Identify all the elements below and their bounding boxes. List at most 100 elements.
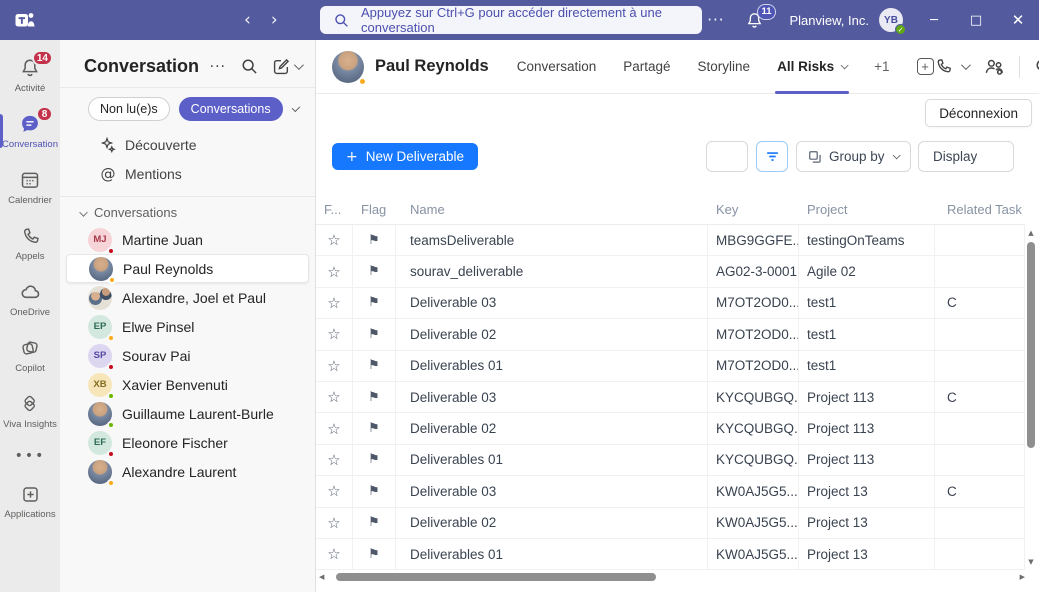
sidebar-item-viva-insights[interactable]: Viva Insights <box>0 388 60 434</box>
favorite-star-icon[interactable]: ☆ <box>316 350 353 381</box>
cell-name[interactable]: Deliverable 03 <box>396 287 708 319</box>
favorite-star-icon[interactable]: ☆ <box>316 319 353 350</box>
col-related-task[interactable]: Related Task <box>947 202 1022 217</box>
cell-name[interactable]: Deliverable 02 <box>396 413 708 444</box>
flag-icon[interactable]: ⚑ <box>353 444 396 476</box>
favorite-star-icon[interactable]: ☆ <box>316 413 353 444</box>
col-favorite[interactable]: F... <box>324 202 342 217</box>
favorite-star-icon[interactable]: ☆ <box>316 381 353 413</box>
sidebar-item-apps[interactable]: Applications <box>0 478 60 524</box>
cell-name[interactable]: Deliverable 02 <box>396 319 708 350</box>
rail-more-apps-icon[interactable]: ••• <box>14 448 46 464</box>
chat-item[interactable]: Alexandre Laurent <box>60 457 315 487</box>
new-chat-button[interactable] <box>273 58 304 75</box>
display-button[interactable]: Display <box>918 141 1014 172</box>
table-row[interactable]: ☆ ⚑ Deliverable 03 KW0AJ5G5... Project 1… <box>316 476 1025 508</box>
chat-item-selected[interactable]: Paul Reynolds <box>66 254 309 284</box>
flag-icon[interactable]: ⚑ <box>353 350 396 381</box>
minimize-button[interactable]: ─ <box>930 12 938 28</box>
cell-name[interactable]: Deliverable 03 <box>396 476 708 507</box>
vertical-scrollbar[interactable]: ▲ ▼ <box>1025 228 1037 567</box>
flag-icon[interactable]: ⚑ <box>353 476 396 507</box>
favorite-star-icon[interactable]: ☆ <box>316 225 353 256</box>
chat-item[interactable]: Guillaume Laurent-Burle <box>60 399 315 429</box>
horizontal-scroll-thumb[interactable] <box>336 573 657 581</box>
tab-conversation[interactable]: Conversation <box>516 59 597 74</box>
filters-chevron-icon[interactable] <box>291 103 301 112</box>
table-search-input[interactable] <box>706 141 748 172</box>
maximize-button[interactable]: □ <box>969 12 983 28</box>
sidebar-item-onedrive[interactable]: OneDrive <box>0 276 60 322</box>
sidebar-item-copilot[interactable]: Copilot <box>0 332 60 378</box>
notifications-button[interactable]: 11 <box>737 3 776 30</box>
horizontal-scrollbar[interactable]: ◀ ▶ <box>319 571 1025 583</box>
org-name[interactable]: Planview, Inc. <box>789 12 870 28</box>
table-row[interactable]: ☆ ⚑ Deliverables 01 M7OT2OD0... test1 <box>316 350 1025 382</box>
tab-storyline[interactable]: Storyline <box>697 59 751 74</box>
favorite-star-icon[interactable]: ☆ <box>316 538 353 570</box>
favorite-star-icon[interactable]: ☆ <box>316 507 353 538</box>
section-conversations[interactable]: Conversations <box>60 202 315 225</box>
add-tab-icon[interactable]: + <box>916 58 934 75</box>
filter-unread-pill[interactable]: Non lu(e)s <box>88 97 170 121</box>
chat-item[interactable]: MJ Martine Juan <box>60 225 315 255</box>
add-people-button[interactable] <box>983 56 1004 77</box>
back-icon[interactable]: ‹ <box>244 10 251 30</box>
conversation-avatar[interactable] <box>332 50 367 86</box>
favorite-star-icon[interactable]: ☆ <box>316 476 353 507</box>
forward-icon[interactable]: › <box>270 10 278 30</box>
scroll-up-icon[interactable]: ▲ <box>1028 229 1034 237</box>
table-row[interactable]: ☆ ⚑ Deliverables 01 KW0AJ5G5... Project … <box>316 538 1025 570</box>
vertical-scroll-thumb[interactable] <box>1027 242 1035 448</box>
nav-mentions[interactable]: @ Mentions <box>60 159 315 188</box>
table-row[interactable]: ☆ ⚑ Deliverable 02 KYCQUBGQ... Project 1… <box>316 413 1025 445</box>
close-button[interactable]: ✕ <box>1011 11 1025 29</box>
flag-icon[interactable]: ⚑ <box>353 507 396 538</box>
chat-item[interactable]: Alexandre, Joel et Paul <box>60 283 315 312</box>
table-row[interactable]: ☆ ⚑ sourav_deliverable AG02-3-0001 Agile… <box>316 256 1025 288</box>
global-search-box[interactable]: Appuyez sur Ctrl+G pour accéder directem… <box>320 5 702 35</box>
panel-search-icon[interactable] <box>241 58 258 75</box>
logout-button[interactable]: Déconnexion <box>925 99 1032 127</box>
cell-name[interactable]: Deliverable 02 <box>396 507 708 538</box>
cell-name[interactable]: teamsDeliverable <box>396 225 708 256</box>
nav-discover[interactable]: Découverte <box>60 130 315 159</box>
flag-icon[interactable]: ⚑ <box>353 538 396 570</box>
table-row[interactable]: ☆ ⚑ Deliverable 03 KYCQUBGQ... Project 1… <box>316 381 1025 414</box>
sidebar-item-chat[interactable]: 8 Conversation <box>0 106 60 154</box>
table-row[interactable]: ☆ ⚑ Deliverable 03 M7OT2OD0... test1 C <box>316 287 1025 320</box>
new-deliverable-button[interactable]: + New Deliverable <box>332 143 479 170</box>
chat-item[interactable]: EP Elwe Pinsel <box>60 312 315 342</box>
panel-more-icon[interactable]: ··· <box>209 58 226 75</box>
user-avatar[interactable]: YB ✓ <box>879 8 906 35</box>
cell-name[interactable]: sourav_deliverable <box>396 256 708 287</box>
flag-icon[interactable]: ⚑ <box>353 225 396 256</box>
flag-icon[interactable]: ⚑ <box>353 256 396 287</box>
tab-all-risks[interactable]: All Risks <box>775 40 850 94</box>
favorite-star-icon[interactable]: ☆ <box>316 444 353 476</box>
search-in-chat-icon[interactable] <box>1035 58 1039 75</box>
chat-item[interactable]: EF Eleonore Fischer <box>60 428 315 458</box>
cell-name[interactable]: Deliverables 01 <box>396 350 708 381</box>
call-button[interactable] <box>934 57 971 76</box>
flag-icon[interactable]: ⚑ <box>353 413 396 444</box>
table-row[interactable]: ☆ ⚑ Deliverable 02 KW0AJ5G5... Project 1… <box>316 507 1025 539</box>
col-project[interactable]: Project <box>807 202 848 217</box>
favorite-star-icon[interactable]: ☆ <box>316 287 353 319</box>
filter-chats-pill[interactable]: Conversations <box>178 97 283 121</box>
cell-name[interactable]: Deliverable 03 <box>396 381 708 413</box>
tab-partage[interactable]: Partagé <box>623 59 671 74</box>
chat-item[interactable]: XB Xavier Benvenuti <box>60 370 315 400</box>
table-row[interactable]: ☆ ⚑ Deliverable 02 M7OT2OD0... test1 <box>316 319 1025 351</box>
col-name[interactable]: Name <box>410 202 445 217</box>
scroll-left-icon[interactable]: ◀ <box>319 573 325 581</box>
col-key[interactable]: Key <box>716 202 739 217</box>
flag-icon[interactable]: ⚑ <box>353 319 396 350</box>
flag-icon[interactable]: ⚑ <box>353 381 396 413</box>
table-row[interactable]: ☆ ⚑ Deliverables 01 KYCQUBGQ... Project … <box>316 444 1025 477</box>
tabs-overflow[interactable]: +1 <box>874 59 890 74</box>
chat-item[interactable]: SP Sourav Pai <box>60 341 315 371</box>
favorite-star-icon[interactable]: ☆ <box>316 256 353 287</box>
flag-icon[interactable]: ⚑ <box>353 287 396 319</box>
scroll-down-icon[interactable]: ▼ <box>1028 558 1034 566</box>
